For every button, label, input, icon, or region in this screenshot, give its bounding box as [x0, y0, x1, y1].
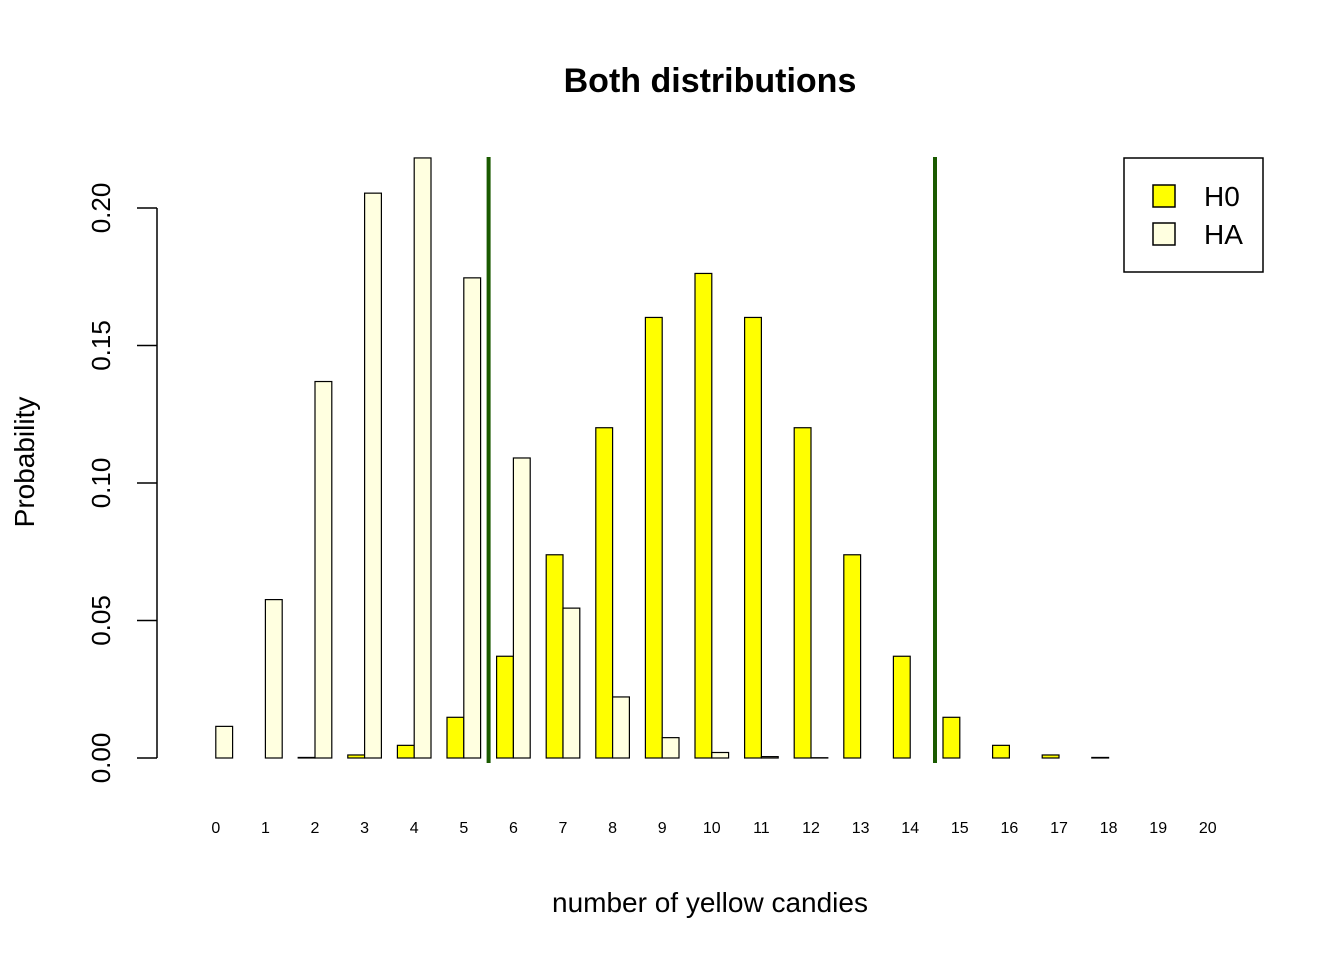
bar-h0-7 [545, 554, 564, 759]
x-tick-label: 8 [608, 820, 617, 837]
bar-h0-17 [1041, 754, 1060, 759]
x-tick-label: 10 [703, 820, 721, 837]
x-tick-label: 5 [459, 820, 468, 837]
x-tick-label: 0 [211, 820, 220, 837]
bar-h0-11 [743, 316, 762, 759]
x-tick-label: 13 [852, 820, 870, 837]
legend-label-ha: HA [1204, 219, 1243, 250]
x-tick-label: 1 [261, 820, 270, 837]
y-tick-label: 0.05 [86, 595, 116, 646]
bar-h0-15 [942, 716, 961, 759]
x-tick-label: 3 [360, 820, 369, 837]
bar-ha-5 [463, 277, 482, 759]
bar-ha-7 [562, 607, 581, 759]
bar-h0-12 [793, 427, 812, 759]
y-tick-label: 0.20 [86, 183, 116, 234]
y-tick-label: 0.15 [86, 320, 116, 371]
x-tick-label: 17 [1050, 820, 1068, 837]
x-tick-label: 20 [1199, 820, 1217, 837]
legend: H0 HA [1123, 157, 1264, 273]
bar-h0-6 [496, 655, 515, 759]
reference-lines [486, 157, 937, 763]
bar-ha-6 [512, 457, 531, 759]
x-tick-label: 16 [1001, 820, 1019, 837]
x-tick-label: 12 [802, 820, 820, 837]
bar-ha-4 [413, 157, 432, 759]
bar-h0-4 [396, 744, 415, 759]
x-tick-label: 19 [1149, 820, 1167, 837]
bar-ha-8 [611, 696, 630, 759]
bar-ha-11 [760, 756, 779, 759]
y-axis: 0.00 0.05 0.10 0.15 0.20 [86, 183, 158, 784]
legend-box [1123, 157, 1264, 273]
bar-h0-13 [843, 554, 862, 759]
bar-h0-18 [1091, 756, 1110, 759]
x-tick-labels: 0 1 2 3 4 5 6 7 8 9 10 11 12 13 14 15 16 17 18 19 20 [211, 820, 1216, 837]
x-tick-label: 14 [901, 820, 919, 837]
x-tick-label: 18 [1100, 820, 1118, 837]
x-tick-label: 9 [658, 820, 667, 837]
bar-ha-1 [264, 598, 283, 759]
x-tick-label: 11 [753, 820, 770, 837]
bar-h0-16 [991, 744, 1010, 759]
x-tick-label: 6 [509, 820, 518, 837]
legend-swatch-ha [1152, 222, 1176, 246]
y-axis-label: Probability [9, 397, 40, 528]
bar-ha-3 [364, 192, 383, 759]
legend-label-h0: H0 [1204, 181, 1240, 212]
y-tick-label: 0.10 [86, 458, 116, 509]
x-axis-label: number of yellow candies [552, 887, 868, 918]
legend-swatch-h0 [1152, 184, 1176, 208]
bar-h0-2 [297, 756, 316, 759]
bar-h0-5 [446, 716, 465, 759]
bar-h0-8 [595, 427, 614, 759]
bars-group [215, 157, 1110, 759]
bar-ha-10 [711, 751, 730, 759]
bar-h0-10 [694, 272, 713, 759]
bar-h0-3 [347, 754, 366, 759]
bar-ha-9 [661, 737, 680, 759]
bar-ha-2 [314, 380, 333, 759]
bar-h0-9 [644, 316, 663, 759]
x-tick-label: 2 [311, 820, 320, 837]
bar-ha-0 [215, 725, 234, 759]
x-tick-label: 15 [951, 820, 969, 837]
x-tick-label: 4 [410, 820, 419, 837]
y-tick-label: 0.00 [86, 733, 116, 784]
bar-h0-14 [892, 655, 911, 759]
x-tick-label: 7 [559, 820, 568, 837]
chart-title: Both distributions [564, 62, 857, 100]
